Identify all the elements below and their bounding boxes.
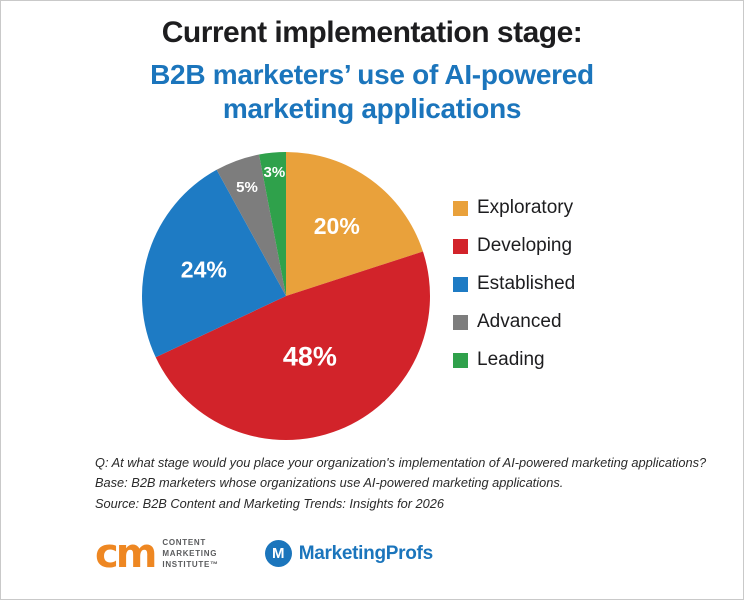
legend-label: Established — [477, 273, 576, 294]
legend-swatch — [453, 238, 468, 254]
slice-label: 5% — [236, 179, 258, 196]
slice-label: 3% — [264, 164, 286, 181]
pie-slice-developing — [155, 251, 431, 441]
legend-item: Exploratory — [453, 197, 575, 219]
pie-slice-established — [141, 169, 286, 358]
cmi-logo-text: CONTENT MARKETING INSTITUTE™ — [162, 537, 218, 571]
legend-label: Leading — [477, 349, 545, 370]
cmi-text-line: INSTITUTE™ — [162, 560, 219, 570]
legend-label: Advanced — [477, 311, 562, 332]
pie-slice-exploratory — [286, 152, 423, 296]
legend-label: Exploratory — [477, 197, 574, 218]
slice-label: 20% — [314, 213, 360, 239]
footnotes: Q: At what stage would you place your or… — [95, 453, 719, 514]
cmi-text-line: MARKETING — [162, 549, 218, 559]
slice-label: 24% — [181, 256, 227, 282]
chart-legend: Exploratory Developing Established Advanced… — [453, 197, 575, 387]
legend-swatch — [453, 276, 468, 292]
footnote-question: Q: At what stage would you place your or… — [95, 455, 707, 470]
legend-swatch — [453, 352, 468, 368]
slice-label: 48% — [283, 341, 337, 371]
legend-item: Developing — [453, 235, 575, 257]
cmi-logo-icon: cm — [95, 530, 157, 577]
footnote-base: Base: B2B marketers whose organizations … — [95, 475, 564, 491]
legend-swatch — [453, 200, 468, 216]
pie-chart: 20% 48% 24% 5% 3% — [141, 152, 431, 441]
logo-row: cm CONTENT MARKETING INSTITUTE™ M Market… — [95, 530, 433, 577]
legend-item: Leading — [453, 349, 575, 371]
pie-slice-advanced — [216, 154, 286, 296]
marketingprofs-logo: M MarketingProfs — [264, 540, 433, 568]
cmi-logo: cm CONTENT MARKETING INSTITUTE™ — [95, 530, 219, 577]
legend-swatch — [453, 314, 468, 330]
legend-label: Developing — [477, 235, 573, 256]
marketingprofs-icon: M — [264, 540, 292, 568]
page-subtitle: B2B marketers’ use of AI-powered marketi… — [150, 59, 594, 125]
legend-item: Advanced — [453, 311, 575, 333]
page-title: Current implementation stage: — [161, 16, 583, 49]
footnote-source: Source: B2B Content and Marketing Trends… — [95, 495, 445, 511]
cmi-text-line: CONTENT — [162, 538, 206, 547]
legend-item: Established — [453, 273, 575, 295]
marketingprofs-logo-text: MarketingProfs — [298, 542, 433, 564]
pie-slice-leading — [259, 152, 286, 296]
